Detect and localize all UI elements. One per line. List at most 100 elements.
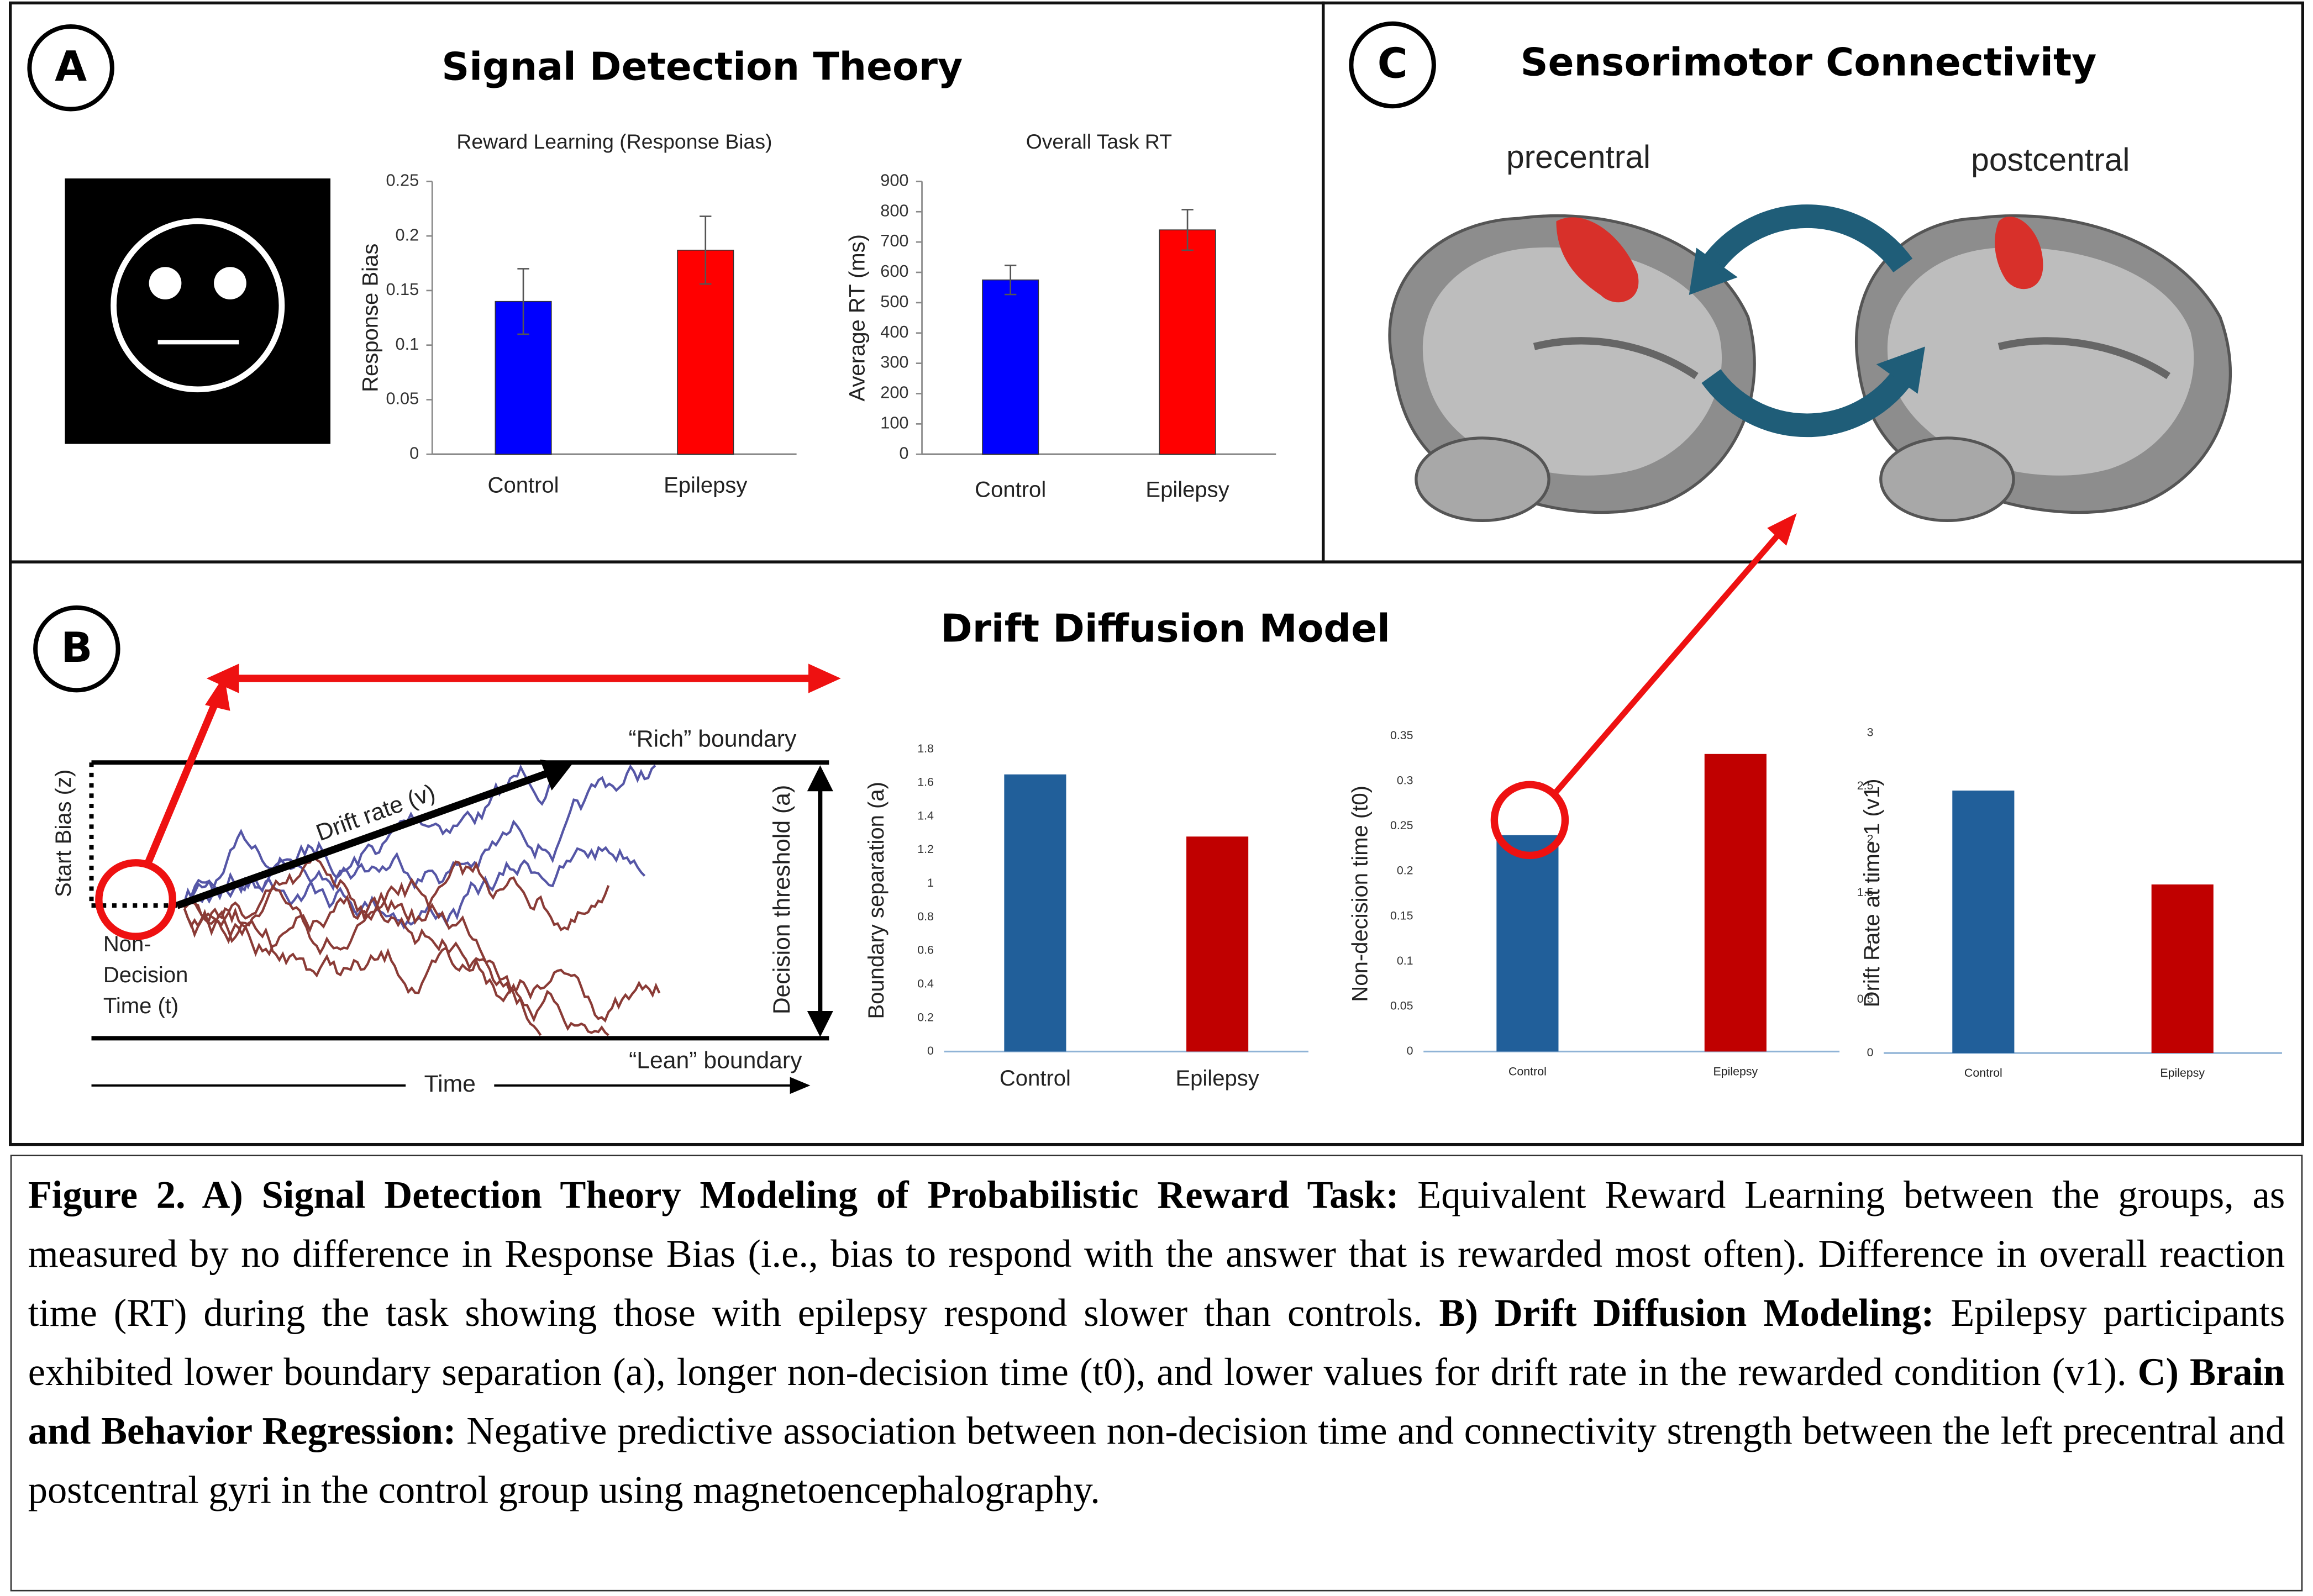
- x-tick-label: Epilepsy: [1145, 478, 1229, 502]
- x-tick-label: Control: [975, 478, 1046, 502]
- y-tick-label: 0.25: [1390, 819, 1413, 832]
- region-label: precentral: [1506, 139, 1650, 175]
- non-decision-label: Time (t): [103, 994, 178, 1018]
- y-tick-label: 300: [880, 352, 908, 372]
- panel-title: Drift Diffusion Model: [940, 607, 1390, 651]
- x-tick-label: Control: [488, 473, 559, 498]
- y-axis-label: Non-decision time (t0): [1348, 786, 1373, 1002]
- y-tick-label: 1.6: [917, 776, 934, 789]
- bar: [1159, 229, 1216, 455]
- random-walks: [183, 764, 661, 1036]
- bar: [1704, 754, 1767, 1052]
- y-tick-label: 0.2: [1397, 864, 1413, 877]
- x-tick-label: Control: [1964, 1066, 2002, 1079]
- y-tick-label: 1.2: [917, 842, 934, 856]
- y-tick-label: 0.2: [396, 225, 419, 244]
- y-tick-label: 100: [880, 413, 908, 432]
- y-tick-label: 0.1: [396, 334, 419, 354]
- ddm-diagram: [89, 760, 833, 1094]
- y-tick-label: 0: [1867, 1046, 1874, 1059]
- y-tick-label: 2: [1867, 833, 1874, 846]
- x-tick-label: Control: [1508, 1065, 1547, 1078]
- bar: [1004, 774, 1066, 1052]
- y-tick-label: 0: [409, 443, 419, 462]
- panel-title: Sensorimotor Connectivity: [1521, 40, 2097, 85]
- y-tick-label: 0.05: [386, 389, 419, 408]
- panel-label: A: [55, 43, 87, 91]
- bar: [1186, 836, 1249, 1052]
- y-axis-label: Average RT (ms): [845, 234, 869, 402]
- caption-heading: Figure 2. A) Signal Detection Theory Mod…: [28, 1172, 1399, 1217]
- y-tick-label: 3: [1867, 725, 1874, 739]
- error-bar: [1005, 265, 1017, 296]
- panel-label-circle: [1349, 21, 1436, 109]
- x-tick-label: Epilepsy: [1713, 1065, 1758, 1078]
- walk: [184, 764, 656, 905]
- y-tick-label: 0.15: [1390, 909, 1413, 922]
- y-tick-label: 1.8: [917, 742, 934, 755]
- y-tick-label: 400: [880, 322, 908, 341]
- error-bar: [1181, 209, 1194, 251]
- y-tick-label: 0: [899, 443, 908, 462]
- x-tick-label: Control: [1000, 1066, 1071, 1091]
- start-bias-label: Start Bias (z): [51, 770, 76, 897]
- connectivity-arrows: [1689, 204, 1925, 438]
- y-tick-label: 0.2: [917, 1010, 934, 1024]
- y-tick-label: 0.25: [386, 170, 419, 189]
- y-axis-label: Response Bias: [358, 244, 382, 392]
- boundary-label: “Lean” boundary: [629, 1047, 802, 1073]
- error-bar: [700, 215, 712, 285]
- y-tick-label: 2.5: [1857, 779, 1874, 792]
- y-tick-label: 800: [880, 201, 908, 220]
- y-tick-label: 700: [880, 231, 908, 250]
- walk: [183, 884, 609, 1036]
- y-axis-label: Drift Rate at time 1 (v1): [1860, 779, 1884, 1008]
- y-tick-label: 0.4: [917, 977, 934, 990]
- y-tick-label: 0: [927, 1044, 934, 1057]
- chart-title: Reward Learning (Response Bias): [456, 130, 772, 153]
- y-tick-label: 1: [1867, 939, 1874, 952]
- brain-left: [1388, 214, 1756, 523]
- chart-title: Overall Task RT: [1026, 130, 1172, 153]
- y-tick-label: 600: [880, 261, 908, 281]
- caption-text: Epilepsy participants exhibited lower bo…: [28, 1290, 2295, 1394]
- error-bar: [517, 268, 529, 335]
- y-tick-label: 0.5: [1857, 992, 1874, 1005]
- y-tick-label: 1.5: [1857, 886, 1874, 899]
- threshold-label: Decision threshold (a): [769, 785, 795, 1014]
- y-tick-label: 0.3: [1397, 773, 1413, 787]
- y-tick-label: 900: [880, 170, 908, 189]
- walk: [183, 855, 661, 1023]
- boundary-label: “Rich” boundary: [629, 725, 797, 752]
- walk: [183, 908, 542, 1036]
- y-tick-label: 0.8: [917, 910, 934, 923]
- y-tick-label: 500: [880, 292, 908, 311]
- y-tick-label: 200: [880, 383, 908, 402]
- x-tick-label: Epilepsy: [664, 473, 747, 498]
- bar: [1952, 791, 2015, 1054]
- panel-label: B: [61, 624, 92, 672]
- annotation-arrows: [95, 513, 1797, 940]
- x-tick-label: Epilepsy: [1175, 1066, 1259, 1091]
- panel-label-circle: [33, 605, 120, 693]
- time-label: Time: [424, 1071, 476, 1097]
- panel-title: Signal Detection Theory: [441, 45, 963, 89]
- y-tick-label: 1.4: [917, 809, 934, 822]
- y-tick-label: 0.35: [1390, 729, 1413, 742]
- y-tick-label: 0.1: [1397, 954, 1413, 967]
- caption-heading: C) Brain and Behavior Regression:: [28, 1349, 2295, 1453]
- caption-heading: B) Drift Diffusion Modeling:: [1439, 1290, 1934, 1335]
- y-tick-label: 0: [1407, 1044, 1413, 1057]
- caption: Figure 2. A) Signal Detection Theory Mod…: [10, 1155, 2303, 1592]
- non-decision-label: Decision: [103, 963, 188, 987]
- drift-arrow: [176, 759, 572, 909]
- panel-label-circle: [27, 24, 114, 112]
- face-stimulus: [65, 178, 330, 444]
- y-tick-label: 1: [927, 876, 934, 889]
- bar: [2151, 884, 2214, 1054]
- charts: 0 0.05 0.1 0.15 0.2 0.25 Reward Learning (Resp…: [358, 130, 2282, 1091]
- panel-b-frame: [9, 560, 2304, 1146]
- caption-text: Equivalent Reward Learning between the g…: [28, 1172, 2295, 1335]
